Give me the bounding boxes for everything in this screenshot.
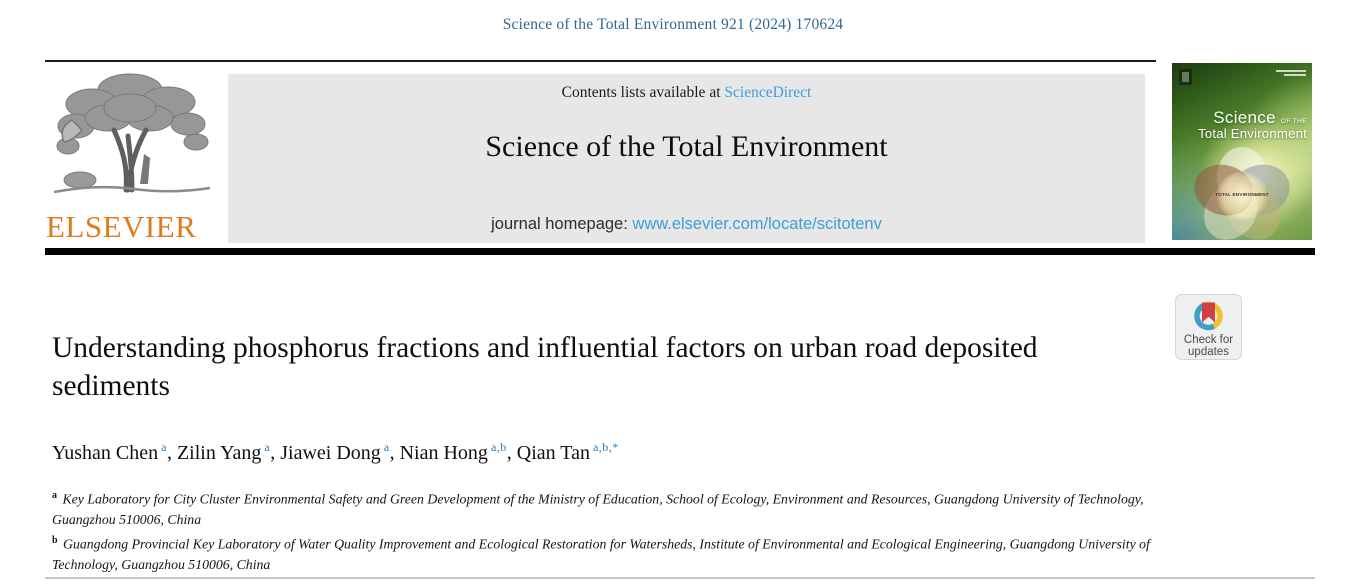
badge-text-line1: Check for: [1184, 334, 1233, 346]
article-title: Understanding phosphorus fractions and i…: [52, 332, 1038, 402]
author: Zilin Yang a: [176, 440, 271, 464]
affiliation: b Guangdong Provincial Key Laboratory of…: [52, 534, 1150, 572]
check-for-updates-badge[interactable]: Check for updates: [1175, 294, 1242, 360]
cover-title: Science OF THE Total Environment: [1198, 108, 1307, 141]
contents-prefix: Contents lists available at: [561, 84, 725, 101]
author-list: Yushan Chen a, Zilin Yang a, Jiawei Dong a,…: [52, 440, 619, 464]
cover-elsevier-mark-icon: [1179, 69, 1192, 85]
cover-flower-label: TOTAL ENVIRONMENT: [1215, 192, 1269, 197]
elsevier-wordmark: ELSEVIER: [46, 209, 197, 244]
homepage-line: journal homepage: www.elsevier.com/locat…: [228, 215, 1145, 234]
affiliation-list: a Key Laboratory for City Cluster Enviro…: [52, 486, 1152, 575]
journal-header-box: Contents lists available at ScienceDirec…: [228, 74, 1145, 243]
header-top-rule: [45, 60, 1156, 62]
author: Qian Tan a,b,*: [516, 440, 619, 464]
section-divider-rule: [45, 577, 1315, 579]
homepage-prefix: journal homepage:: [491, 215, 633, 233]
author: Yushan Chen a: [52, 440, 167, 464]
journal-citation: Science of the Total Environment 921 (20…: [502, 16, 844, 33]
cover-flower-diagram: TOTAL ENVIRONMENT: [1172, 146, 1312, 240]
contents-line: Contents lists available at ScienceDirec…: [228, 84, 1145, 102]
sciencedirect-link[interactable]: ScienceDirect: [724, 84, 812, 101]
author: Jiawei Dong a: [280, 440, 390, 464]
elsevier-tree-icon: [53, 73, 211, 194]
affiliation: a Key Laboratory for City Cluster Enviro…: [52, 490, 1144, 528]
cover-issue-info: [1276, 70, 1306, 78]
crossmark-bookmark-icon: [1202, 302, 1215, 323]
elsevier-logo: ELSEVIER: [46, 68, 222, 242]
homepage-url-link[interactable]: www.elsevier.com/locate/scitotenv: [632, 215, 882, 233]
journal-cover: Science OF THE Total Environment TOTAL E…: [1172, 63, 1312, 240]
journal-title: Science of the Total Environment: [485, 130, 888, 163]
author: Nian Hong a,b: [399, 440, 507, 464]
badge-text-line2: updates: [1188, 346, 1229, 358]
header-divider-bar: [45, 248, 1315, 255]
